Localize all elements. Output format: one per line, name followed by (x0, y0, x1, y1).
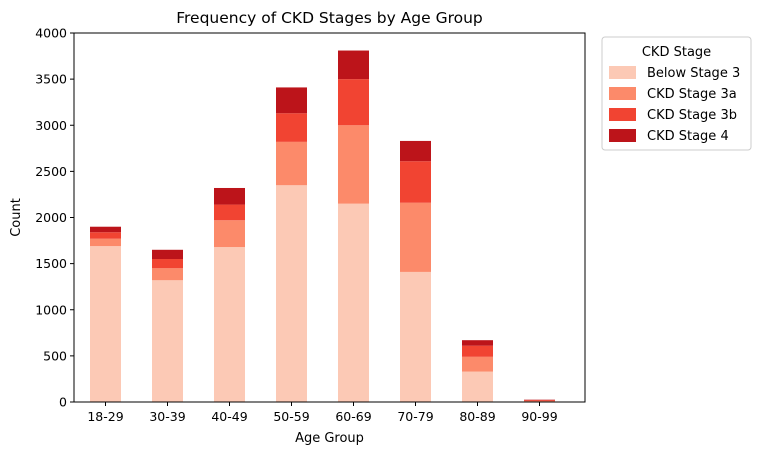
bar-70-79-series-3 (400, 161, 431, 203)
bar-40-49-series-4 (214, 187, 245, 205)
bar-70-79-series-1 (400, 271, 431, 402)
bar-40-49-series-2 (214, 220, 245, 248)
y-tick-label: 1000 (35, 302, 67, 317)
legend-swatch (609, 66, 636, 79)
y-tick-label: 3000 (35, 118, 67, 133)
bar-90-99-series-3 (524, 400, 555, 402)
legend-label: CKD Stage 3a (647, 87, 737, 102)
y-tick-label: 4000 (35, 26, 67, 41)
x-tick-label: 70-79 (397, 409, 433, 424)
x-tick-label: 80-89 (459, 409, 495, 424)
bar-18-29-series-3 (90, 232, 121, 239)
y-tick-label: 2000 (35, 210, 67, 225)
bar-60-69-series-2 (338, 125, 369, 204)
legend: CKD Stage Below Stage 3 CKD Stage 3a CKD S… (601, 36, 752, 151)
bar-30-39-series-2 (152, 268, 183, 281)
bar-30-39-series-1 (152, 280, 183, 402)
bar-60-69-series-1 (338, 203, 369, 402)
bar-18-29-series-4 (90, 226, 121, 233)
x-tick-label: 50-59 (273, 409, 309, 424)
bar-80-89-series-4 (462, 340, 493, 346)
bar-50-59-series-1 (276, 185, 307, 402)
bar-layer (90, 50, 555, 402)
x-tick-label: 18-29 (87, 409, 123, 424)
bar-80-89-series-2 (462, 356, 493, 372)
legend-label: Below Stage 3 (647, 66, 740, 81)
x-axis: 18-29 30-39 40-49 50-59 60-69 70-79 80-89 90-99 (87, 402, 558, 424)
x-tick-label: 60-69 (335, 409, 371, 424)
bar-70-79-series-4 (400, 140, 431, 162)
x-axis-label: Age Group (295, 431, 364, 446)
legend-label: CKD Stage 4 (647, 129, 729, 144)
bar-40-49-series-3 (214, 204, 245, 221)
legend-swatch (609, 108, 636, 121)
bar-50-59-series-4 (276, 87, 307, 114)
y-tick-label: 0 (59, 395, 67, 410)
bar-80-89-series-1 (462, 371, 493, 402)
bar-60-69-series-4 (338, 50, 369, 80)
legend-swatch (609, 129, 636, 142)
legend-swatch (609, 87, 636, 100)
bar-18-29-series-1 (90, 246, 121, 402)
y-tick-label: 500 (43, 348, 67, 363)
y-tick-label: 1500 (35, 256, 67, 271)
bar-60-69-series-3 (338, 79, 369, 126)
y-axis-label: Count (9, 198, 24, 237)
bar-80-89-series-3 (462, 345, 493, 357)
y-tick-label: 2500 (35, 164, 67, 179)
bar-30-39-series-3 (152, 259, 183, 269)
x-tick-label: 90-99 (521, 409, 557, 424)
legend-items: Below Stage 3 CKD Stage 3a CKD Stage 3b CKD… (609, 66, 740, 144)
plot-frame (73, 32, 586, 403)
y-axis: 0 500 1000 1500 2000 2500 3000 3500 4000 (35, 26, 74, 410)
bar-50-59-series-2 (276, 141, 307, 186)
legend-title: CKD Stage (642, 45, 711, 60)
bar-18-29-series-2 (90, 238, 121, 247)
y-tick-label: 3500 (35, 72, 67, 87)
bar-40-49-series-1 (214, 247, 245, 402)
bar-30-39-series-4 (152, 249, 183, 260)
bar-70-79-series-2 (400, 202, 431, 272)
x-tick-label: 30-39 (149, 409, 185, 424)
x-tick-label: 40-49 (211, 409, 247, 424)
bar-50-59-series-3 (276, 113, 307, 142)
chart-title: Frequency of CKD Stages by Age Group (176, 9, 483, 27)
legend-box (601, 36, 752, 151)
legend-label: CKD Stage 3b (647, 108, 737, 123)
